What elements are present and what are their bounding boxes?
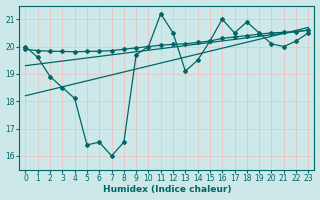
X-axis label: Humidex (Indice chaleur): Humidex (Indice chaleur) [103,185,231,194]
